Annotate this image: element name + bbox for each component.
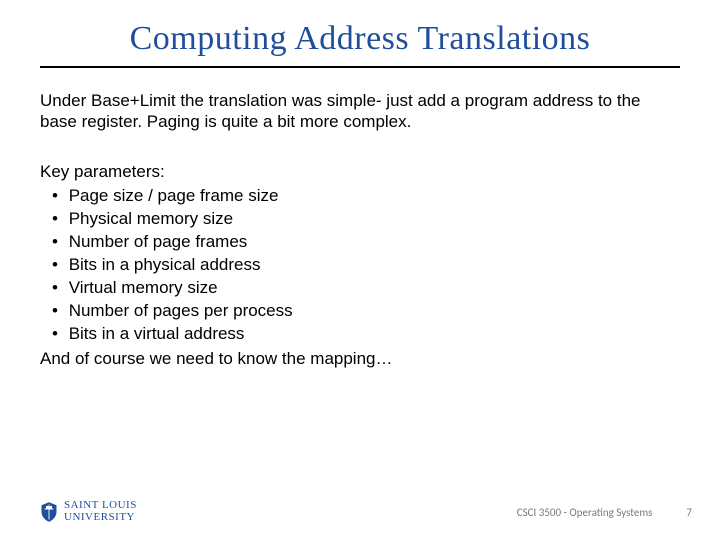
key-params-list: Page size / page frame size Physical mem…: [40, 185, 680, 346]
slide-footer: SAINT LOUIS UNIVERSITY CSCI 3500 - Opera…: [0, 496, 720, 528]
logo-line-2: UNIVERSITY: [64, 512, 137, 524]
list-item: Page size / page frame size: [48, 185, 680, 208]
list-item: Bits in a physical address: [48, 254, 680, 277]
intro-paragraph: Under Base+Limit the translation was sim…: [40, 90, 680, 133]
title-underline: [40, 66, 680, 68]
slide-title: Computing Address Translations: [40, 20, 680, 58]
slide-container: Computing Address Translations Under Bas…: [0, 0, 720, 540]
logo-text: SAINT LOUIS UNIVERSITY: [64, 500, 137, 523]
university-logo: SAINT LOUIS UNIVERSITY: [40, 500, 137, 523]
list-item: Number of pages per process: [48, 300, 680, 323]
page-number: 7: [686, 506, 692, 519]
list-item: Bits in a virtual address: [48, 323, 680, 346]
key-parameters-block: Key parameters: Page size / page frame s…: [40, 161, 680, 371]
closing-line: And of course we need to know the mappin…: [40, 348, 680, 371]
list-item: Physical memory size: [48, 208, 680, 231]
list-item: Virtual memory size: [48, 277, 680, 300]
course-label: CSCI 3500 - Operating Systems: [517, 506, 653, 519]
list-item: Number of page frames: [48, 231, 680, 254]
shield-icon: [40, 501, 58, 523]
footer-right: CSCI 3500 - Operating Systems 7: [517, 506, 692, 519]
key-params-label: Key parameters:: [40, 161, 680, 184]
